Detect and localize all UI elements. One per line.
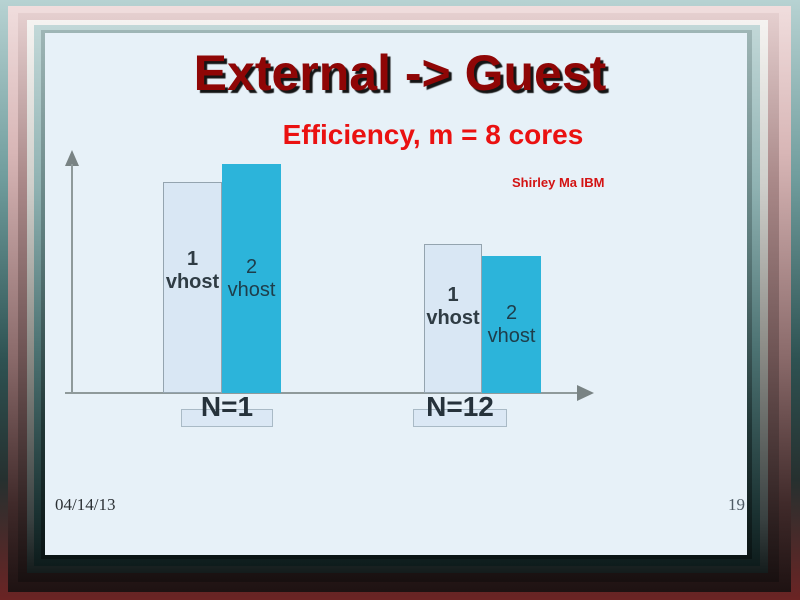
category-placeholder-box <box>413 409 507 427</box>
author-credit: Shirley Ma IBM <box>512 175 605 190</box>
decorative-frame-band-5: External -> Guest Efficiency, m = 8 core… <box>34 25 760 566</box>
bar-label: 2 vhost <box>227 255 276 301</box>
slide-canvas: External -> Guest Efficiency, m = 8 core… <box>45 33 747 555</box>
bar-1vhost-n1: 1 vhost <box>163 182 222 393</box>
y-axis-line <box>71 164 73 393</box>
slide-title: External -> Guest <box>193 45 607 101</box>
x-axis-line <box>65 392 577 394</box>
decorative-frame-band-3: External -> Guest Efficiency, m = 8 core… <box>18 13 779 582</box>
bar-2vhost-n1: 2 vhost <box>222 164 281 393</box>
y-axis-arrow-up-icon <box>65 150 79 166</box>
bar-2vhost-n12: 2 vhost <box>482 256 541 393</box>
page-number: 19 <box>728 495 745 514</box>
footer-date: 04/14/13 <box>55 495 116 514</box>
x-axis-arrow-right-icon <box>577 385 594 401</box>
decorative-frame-band-inner: External -> Guest Efficiency, m = 8 core… <box>41 30 752 559</box>
bar-1vhost-n12: 1 vhost <box>424 244 482 393</box>
category-label-n12: N=12 <box>426 391 494 422</box>
bar-label: 1 vhost <box>426 283 480 329</box>
chart-title: Efficiency, m = 8 cores <box>282 119 584 150</box>
category-label-n1: N=1 <box>200 391 254 422</box>
bar-label: 2 vhost <box>487 301 536 347</box>
decorative-frame-band-2: External -> Guest Efficiency, m = 8 core… <box>8 6 791 592</box>
category-placeholder-box <box>181 409 273 427</box>
decorative-frame-band-4: External -> Guest Efficiency, m = 8 core… <box>27 20 768 573</box>
bar-label: 1 vhost <box>165 247 220 293</box>
